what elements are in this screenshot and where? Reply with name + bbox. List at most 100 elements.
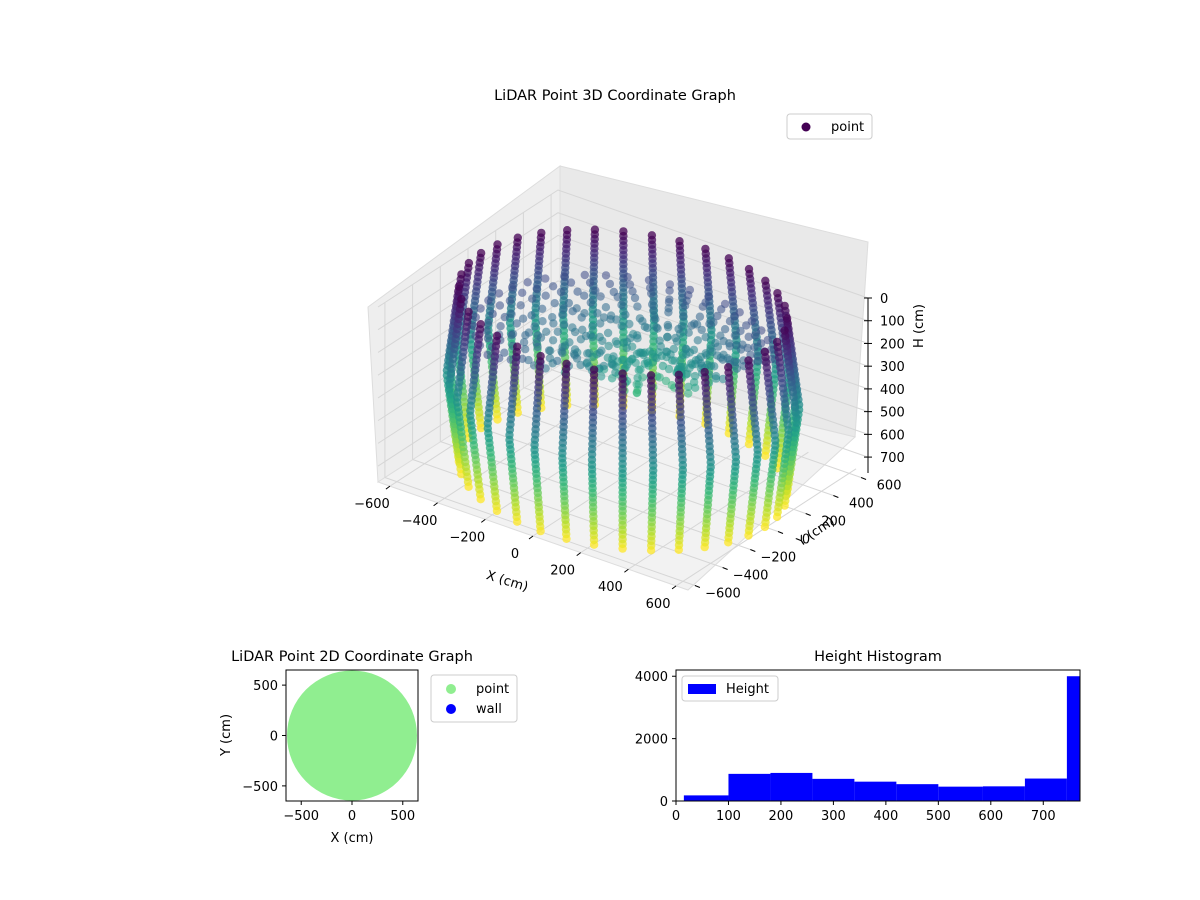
- lidar-point-3d: [622, 343, 631, 353]
- lidar-point-3d: [507, 331, 516, 340]
- lidar-point-3d: [544, 346, 554, 355]
- lidar-point-3d: [663, 332, 672, 342]
- histogram-legend-swatch: [688, 684, 716, 694]
- lidar-point-3d: [640, 359, 649, 368]
- lidar-point-3d: [761, 276, 770, 285]
- hist-x-tick-label-7: 700: [1031, 809, 1056, 824]
- lidar-point-3d: [593, 309, 602, 318]
- lidar-point-3d: [538, 304, 547, 313]
- lidar-point-3d: [476, 304, 485, 313]
- lidar-point-3d: [466, 411, 475, 420]
- lidar-point-3d: [684, 389, 693, 398]
- lidar-point-3d: [568, 307, 577, 316]
- histogram-bar-0: [683, 795, 729, 801]
- hist-x-tick-label-4: 400: [873, 809, 898, 824]
- lidar-point-3d: [591, 286, 600, 295]
- lidar-point-3d: [736, 326, 745, 336]
- lidar-point-3d: [505, 435, 514, 445]
- lidar-point-3d: [596, 292, 605, 301]
- lidar-point-3d: [493, 415, 502, 424]
- lidar-point-3d: [649, 306, 658, 315]
- lidar-point-3d: [585, 278, 595, 287]
- lidar-point-3d: [701, 333, 710, 342]
- lidar-point-3d: [611, 368, 620, 377]
- x-tick-label-1: −400: [402, 514, 438, 529]
- lidar-point-3d: [687, 321, 696, 330]
- lidar-point-3d: [482, 326, 491, 335]
- lidar-point-3d: [586, 298, 595, 307]
- lidar-point-3d: [609, 352, 618, 361]
- lidar-point-3d: [508, 283, 517, 292]
- lidar-point-3d: [664, 298, 674, 307]
- chart-2d-legend-point-label: point: [476, 682, 509, 697]
- lidar-point-3d: [560, 320, 569, 329]
- lidar-point-3d: [556, 287, 566, 297]
- lidar-point-3d: [577, 313, 586, 322]
- lidar-point-3d: [558, 454, 567, 463]
- hist-y-tick-label-2: 4000: [635, 670, 668, 685]
- lidar-point-3d: [587, 460, 597, 469]
- lidar-point-3d: [701, 244, 710, 254]
- lidar-point-3d: [633, 334, 642, 343]
- lidar-point-3d: [773, 289, 782, 298]
- lidar-point-3d: [548, 282, 558, 291]
- z-tick-label-6: 600: [880, 428, 905, 443]
- lidar-point-3d: [573, 287, 582, 296]
- lidar-point-3d: [570, 327, 580, 337]
- lidar-point-3d: [611, 337, 621, 346]
- lidar-point-3d: [518, 314, 528, 323]
- lidar-point-3d: [563, 226, 572, 235]
- hist-x-tick-label-5: 500: [926, 809, 951, 824]
- lidar-point-3d: [588, 322, 597, 331]
- lidar-point-3d: [647, 231, 657, 240]
- lidar-point-3d: [618, 464, 627, 473]
- lidar-point-3d: [599, 361, 608, 371]
- lidar-point-3d: [483, 334, 493, 343]
- lidar-point-3d: [713, 342, 723, 351]
- lidar-point-3d: [533, 342, 542, 352]
- lidar-point-3d: [576, 335, 586, 344]
- lidar-point-3d: [500, 312, 509, 322]
- lidar-point-3d: [697, 361, 707, 370]
- lidar-point-3d: [750, 331, 760, 340]
- lidar-point-3d: [744, 439, 754, 449]
- lidar-point-3d: [521, 331, 530, 340]
- z-tick-label-4: 400: [880, 383, 905, 398]
- lidar-point-3d: [665, 286, 674, 295]
- height-histogram: Height Histogram 0 100 200 300 400 500 600 7000…: [635, 649, 1081, 824]
- lidar-point-3d: [718, 355, 727, 364]
- lidar-point-3d: [705, 319, 714, 328]
- lidar-point-3d: [756, 339, 766, 348]
- lidar-point-3d: [484, 318, 493, 328]
- lidar-point-3d: [484, 296, 493, 305]
- lidar-point-3d: [528, 294, 537, 303]
- lidar-point-3d: [635, 348, 644, 357]
- lidar-point-3d: [713, 311, 722, 321]
- lidar-point-3d: [663, 320, 672, 330]
- lidar-point-3d: [598, 336, 607, 346]
- y-tick-label-2d-0: −500: [242, 780, 278, 795]
- chart-3d-title: LiDAR Point 3D Coordinate Graph: [494, 88, 736, 104]
- lidar-point-3d: [601, 271, 611, 280]
- x-tick-mark-0: [385, 485, 391, 490]
- hist-y-tick-label-1: 2000: [635, 733, 668, 748]
- lidar-point-3d: [655, 373, 664, 382]
- lidar-point-3d: [471, 313, 480, 322]
- y-tick-mark-4: [805, 513, 811, 516]
- histogram-bar-1: [728, 773, 771, 801]
- x-tick-mark-4: [576, 552, 581, 557]
- lidar-point-3d: [720, 325, 730, 334]
- chart-2d-legend-wall-marker: [446, 704, 456, 714]
- y-tick-label-3: 0: [802, 533, 810, 548]
- lidar-point-3d: [553, 356, 562, 366]
- y-tick-label-0: −600: [705, 587, 741, 602]
- lidar-point-3d: [771, 441, 780, 450]
- lidar-point-3d: [697, 325, 706, 335]
- lidar-point-3d: [736, 345, 746, 354]
- lidar-point-3d: [684, 382, 693, 391]
- lidar-point-3d: [541, 291, 550, 300]
- lidar-point-3d: [679, 311, 688, 321]
- lidar-point-3d: [541, 274, 550, 283]
- grid-z-6: [377, 325, 869, 444]
- lidar-point-3d: [666, 350, 675, 359]
